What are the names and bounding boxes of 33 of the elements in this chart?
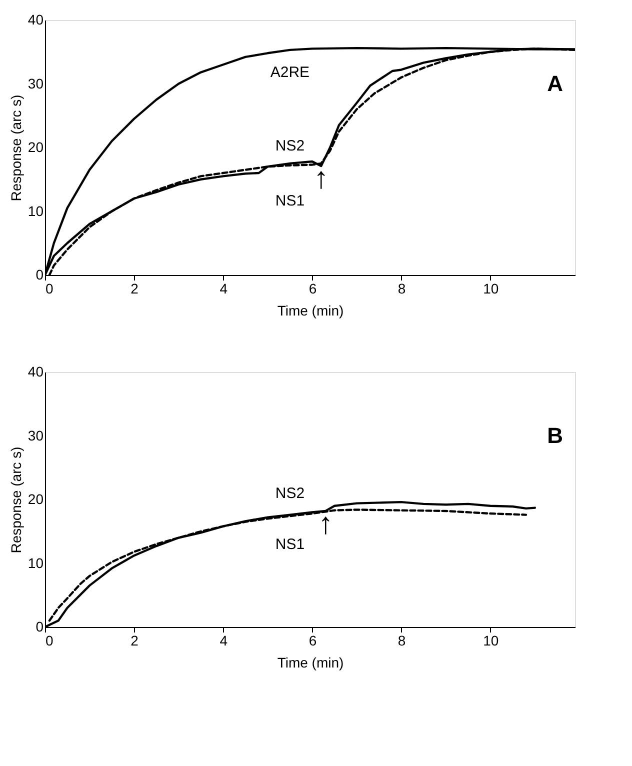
x-tick-label: 2 <box>130 280 139 296</box>
y-axis-title: Response (arc s) <box>8 94 24 202</box>
x-axis-title: Time (min) <box>277 302 344 318</box>
series-label: NS2 <box>275 484 305 502</box>
x-tick-label: 2 <box>130 632 139 648</box>
x-tick-label: 8 <box>398 632 406 648</box>
y-tick-label: 20 <box>28 139 44 155</box>
x-tick-label: 8 <box>398 280 406 296</box>
y-tick-label: 0 <box>36 266 44 282</box>
x-tick-label: 6 <box>308 632 317 648</box>
x-tick-label: 6 <box>308 280 317 296</box>
annotation: B <box>547 422 563 448</box>
x-tick-label: 4 <box>220 280 228 296</box>
annotation: ↑ <box>318 508 334 541</box>
x-tick-label: 10 <box>483 280 499 296</box>
series-label: A2RE <box>270 64 310 81</box>
x-tick-label: 4 <box>220 632 228 648</box>
annotation: A <box>547 70 564 96</box>
y-tick-label: 40 <box>28 364 44 380</box>
y-tick-label: 30 <box>28 75 44 92</box>
annotation: ↑ <box>314 162 329 195</box>
y-tick-label: 30 <box>28 427 44 444</box>
y-axis-title: Response (arc s) <box>8 446 24 554</box>
y-tick-label: 10 <box>28 554 44 571</box>
y-tick-label: 10 <box>28 202 44 219</box>
y-tick-label: 0 <box>36 618 44 634</box>
series-label: NS1 <box>275 536 305 554</box>
series-label: NS2 <box>275 137 305 154</box>
series-label: NS1 <box>275 192 305 210</box>
y-tick-label: 40 <box>28 12 44 28</box>
x-tick-label: 10 <box>483 632 499 648</box>
x-axis-title: Time (min) <box>277 654 344 670</box>
y-tick-label: 20 <box>28 491 44 507</box>
